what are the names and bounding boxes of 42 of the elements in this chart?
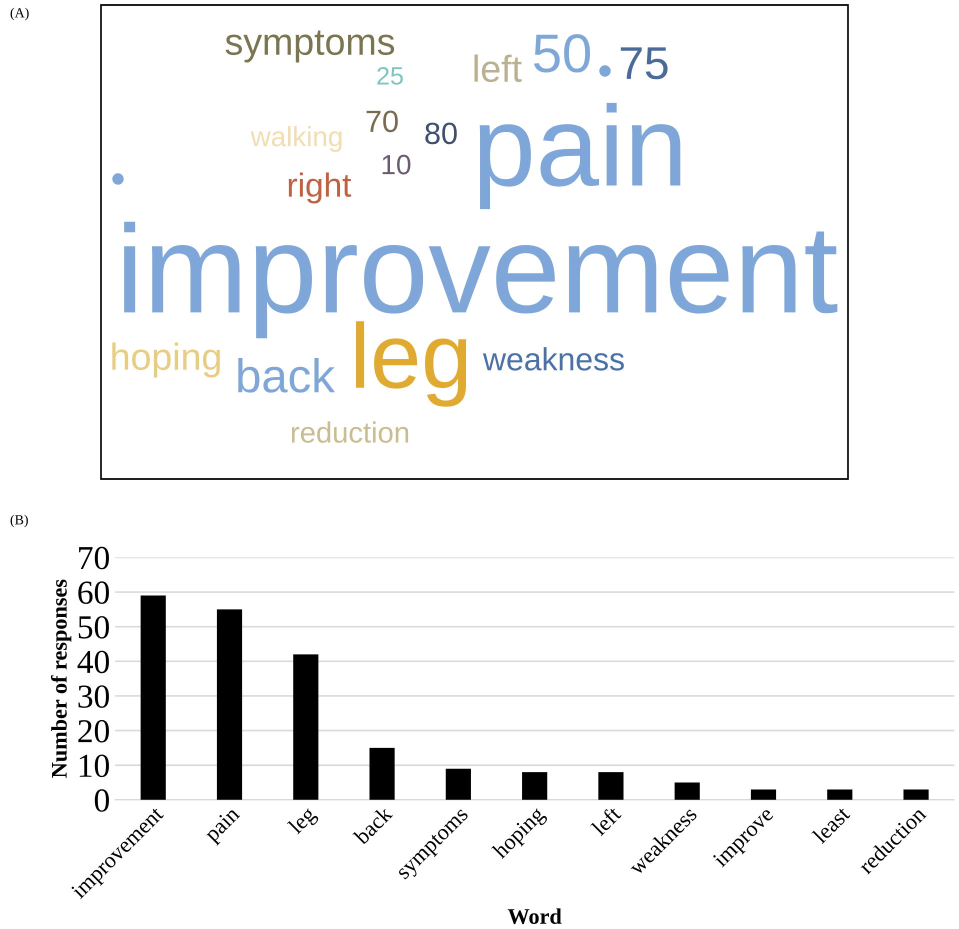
text: 75 [620, 47, 668, 80]
text: back [238, 358, 335, 393]
text: reduction [292, 421, 408, 443]
text: walking [250, 126, 342, 152]
bar [598, 772, 624, 800]
text: 10 [382, 154, 410, 174]
x-tick-label: pain [203, 805, 244, 846]
text: weakness [482, 347, 624, 371]
bar [903, 789, 929, 800]
y-tick-label: 20 [78, 720, 109, 742]
x-tick-label: least [811, 804, 851, 844]
text: pain [480, 102, 680, 210]
bar [369, 748, 395, 800]
x-tick-label: leg [286, 805, 320, 838]
bar [140, 596, 166, 800]
y-tick-label: 70 [79, 546, 109, 570]
text: left [474, 54, 522, 82]
y-tick-label: 50 [78, 616, 109, 639]
bar [750, 789, 776, 800]
y-tick-label: 60 [78, 581, 109, 604]
bar [293, 654, 318, 800]
x-tick-label: left [590, 804, 622, 836]
text: 80 [425, 122, 457, 144]
text: 70 [366, 110, 398, 132]
y-axis-title: Number of responses [50, 580, 72, 778]
y-tick-label: 10 [80, 754, 109, 778]
bar [522, 772, 548, 800]
x-axis-title: Word [508, 908, 562, 924]
text: symptoms [226, 30, 394, 62]
text: hoping [112, 342, 220, 378]
bar [216, 609, 242, 800]
bar [827, 789, 852, 800]
bar [446, 768, 471, 800]
text: 25 [377, 67, 403, 85]
y-tick-label: 40 [78, 650, 109, 674]
y-tick-label: 30 [78, 685, 109, 708]
text: 50 [534, 34, 590, 73]
bar [674, 782, 700, 800]
text: right [288, 172, 352, 204]
text: (A) [10, 8, 29, 20]
text: (B) [10, 514, 28, 528]
x-tick-label: back [352, 804, 394, 846]
